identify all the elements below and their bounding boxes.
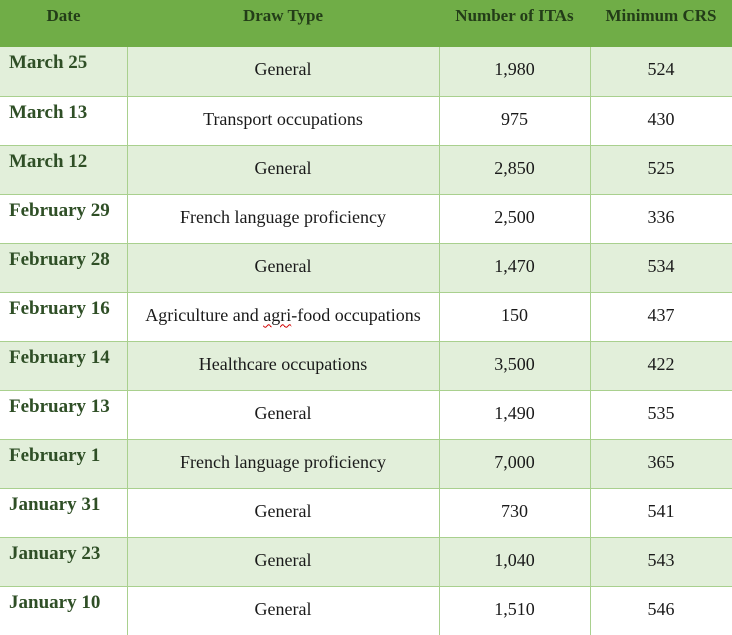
draw-type-text-before: Agriculture and	[145, 304, 264, 325]
draw-type-cell: General	[126, 389, 439, 439]
spellcheck-flagged-word: agri	[263, 304, 292, 325]
itas-cell: 1,490	[438, 389, 590, 439]
table-body: March 25 General 1,980 524 March 13 Tran…	[0, 47, 732, 635]
draw-type-cell: General	[126, 536, 439, 586]
table-row: February 29 French language proficiency …	[0, 193, 732, 243]
draw-type-cell: General	[126, 144, 439, 194]
draw-type-cell: French language proficiency	[126, 193, 439, 243]
min-crs-cell: 535	[589, 389, 732, 439]
min-crs-cell: 525	[589, 144, 732, 194]
itas-cell: 1,040	[438, 536, 590, 586]
draw-type-cell: Transport occupations	[126, 95, 439, 145]
draw-type-cell: Agriculture and agri-food occupations	[126, 291, 439, 341]
itas-cell: 1,980	[438, 47, 590, 96]
date-cell: March 13	[0, 95, 127, 145]
draw-type-cell: General	[126, 585, 439, 635]
table-row: March 12 General 2,850 525	[0, 144, 732, 194]
min-crs-cell: 365	[589, 438, 732, 488]
table-row: February 14 Healthcare occupations 3,500…	[0, 340, 732, 390]
itas-cell: 730	[438, 487, 590, 537]
table-row: January 31 General 730 541	[0, 487, 732, 537]
date-cell: February 1	[0, 438, 127, 488]
draw-type-cell: French language proficiency	[126, 438, 439, 488]
table-row: February 13 General 1,490 535	[0, 389, 732, 439]
min-crs-cell: 546	[589, 585, 732, 635]
itas-cell: 3,500	[438, 340, 590, 390]
date-cell: January 31	[0, 487, 127, 537]
draw-type-cell: General	[126, 47, 439, 96]
draw-type-cell: Healthcare occupations	[126, 340, 439, 390]
table-row: January 10 General 1,510 546	[0, 585, 732, 635]
table-row: January 23 General 1,040 543	[0, 536, 732, 586]
table-row: March 25 General 1,980 524	[0, 47, 732, 96]
itas-cell: 975	[438, 95, 590, 145]
min-crs-cell: 336	[589, 193, 732, 243]
table-row: February 28 General 1,470 534	[0, 242, 732, 292]
min-crs-cell: 422	[589, 340, 732, 390]
draw-type-cell: General	[126, 487, 439, 537]
min-crs-cell: 541	[589, 487, 732, 537]
date-cell: February 28	[0, 242, 127, 292]
min-crs-cell: 543	[589, 536, 732, 586]
date-cell: February 29	[0, 193, 127, 243]
itas-cell: 1,470	[438, 242, 590, 292]
date-cell: February 16	[0, 291, 127, 341]
date-cell: February 14	[0, 340, 127, 390]
draw-type-text-after: -food occupations	[291, 304, 421, 325]
table-header: Date Draw Type Number of ITAs Minimum CR…	[0, 0, 732, 47]
itas-cell: 1,510	[438, 585, 590, 635]
table-row: February 1 French language proficiency 7…	[0, 438, 732, 488]
itas-cell: 7,000	[438, 438, 590, 488]
itas-cell: 150	[438, 291, 590, 341]
header-number-of-itas: Number of ITAs	[455, 6, 574, 25]
date-cell: March 12	[0, 144, 127, 194]
header-draw-type: Draw Type	[242, 6, 324, 25]
header-date: Date	[46, 6, 81, 25]
date-cell: January 10	[0, 585, 127, 635]
min-crs-cell: 437	[589, 291, 732, 341]
header-row: Date Draw Type Number of ITAs Minimum CR…	[0, 0, 732, 47]
table-row: March 13 Transport occupations 975 430	[0, 95, 732, 145]
min-crs-cell: 430	[589, 95, 732, 145]
min-crs-cell: 524	[589, 47, 732, 96]
itas-cell: 2,500	[438, 193, 590, 243]
date-cell: March 25	[9, 52, 88, 73]
min-crs-cell: 534	[589, 242, 732, 292]
draw-type-cell: General	[126, 242, 439, 292]
date-cell: February 13	[0, 389, 127, 439]
date-cell: January 23	[0, 536, 127, 586]
table-row: February 16 Agriculture and agri-food oc…	[0, 291, 732, 341]
itas-cell: 2,850	[438, 144, 590, 194]
header-minimum-crs: Minimum CRS	[605, 6, 717, 25]
